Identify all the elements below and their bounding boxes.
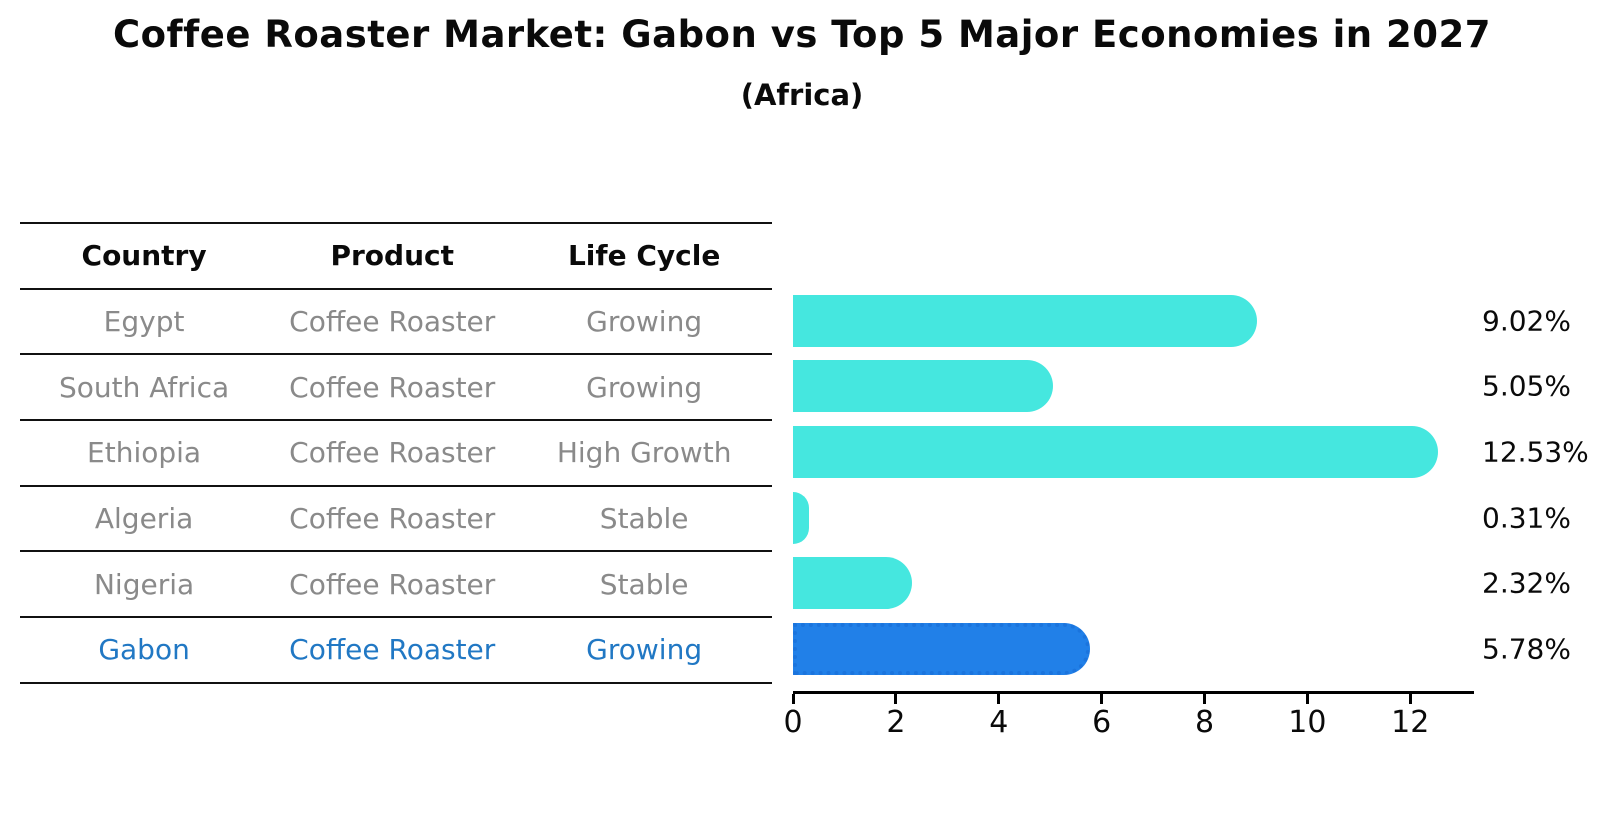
x-tick-8: 8 <box>1165 694 1245 739</box>
tick-mark <box>894 694 898 704</box>
country-cell: South Africa <box>59 370 230 404</box>
table-row-south-africa: South Africa Coffee Roaster Growing <box>20 355 772 422</box>
table-row-nigeria: Nigeria Coffee Roaster Stable <box>20 552 772 619</box>
life-cycle-cell: Stable <box>599 502 689 536</box>
chart-title: Coffee Roaster Market: Gabon vs Top 5 Ma… <box>112 13 1491 56</box>
tick-mark <box>1305 694 1309 704</box>
value-label-south-africa: 5.05% <box>1482 369 1571 403</box>
table-row-algeria: Algeria Coffee Roaster Stable <box>20 487 772 553</box>
table-header-row: Country Product Life Cycle <box>20 224 772 290</box>
life-cycle-cell: Stable <box>599 567 689 601</box>
x-tick-4: 4 <box>959 694 1039 739</box>
bar-nigeria <box>793 557 913 610</box>
x-tick-10: 10 <box>1267 694 1347 739</box>
bar-ethiopia <box>793 425 1438 478</box>
product-cell: Coffee Roaster <box>289 436 496 470</box>
life-cycle-cell: Growing <box>586 633 703 667</box>
product-cell: Coffee Roaster <box>289 305 496 339</box>
life-cycle-cell: Growing <box>586 370 703 404</box>
value-label-nigeria: 2.32% <box>1482 566 1571 600</box>
country-cell: Algeria <box>94 502 194 536</box>
country-cell: Egypt <box>103 305 185 339</box>
col-header-product: Product <box>330 239 454 273</box>
life-cycle-cell: Growing <box>586 305 703 339</box>
country-cell: Ethiopia <box>87 436 202 470</box>
x-tick-0: 0 <box>753 694 833 739</box>
country-cell: Gabon <box>98 633 190 667</box>
product-cell: Coffee Roaster <box>289 633 496 667</box>
value-label-algeria: 0.31% <box>1482 501 1571 535</box>
tick-mark <box>791 694 795 704</box>
product-cell: Coffee Roaster <box>289 567 496 601</box>
tick-label: 6 <box>1092 705 1112 740</box>
chart-subtitle: (Africa) <box>740 78 864 112</box>
value-label-ethiopia: 12.53% <box>1482 435 1589 469</box>
country-cell: Nigeria <box>93 567 195 601</box>
life-cycle-cell: High Growth <box>556 436 732 470</box>
x-tick-12: 12 <box>1370 694 1450 739</box>
product-cell: Coffee Roaster <box>289 370 496 404</box>
table-row-ethiopia: Ethiopia Coffee Roaster High Growth <box>20 421 772 487</box>
x-tick-2: 2 <box>856 694 936 739</box>
x-tick-6: 6 <box>1062 694 1142 739</box>
bar-south-africa <box>793 360 1053 413</box>
tick-label: 0 <box>783 705 803 740</box>
tick-label: 2 <box>886 705 906 740</box>
col-header-country: Country <box>81 239 207 273</box>
country-table: Country Product Life Cycle Egypt Coffee … <box>20 222 772 684</box>
table-row-gabon: Gabon Coffee Roaster Growing <box>20 618 772 684</box>
bar-gabon <box>793 623 1091 676</box>
product-cell: Coffee Roaster <box>289 502 496 536</box>
value-label-egypt: 9.02% <box>1482 304 1571 338</box>
tick-mark <box>1203 694 1206 704</box>
tick-label: 10 <box>1288 705 1327 740</box>
value-label-gabon: 5.78% <box>1482 632 1571 666</box>
bar-algeria <box>793 491 809 544</box>
x-axis-line <box>793 691 1474 694</box>
bar-egypt <box>793 294 1257 347</box>
tick-label: 8 <box>1194 705 1215 740</box>
tick-mark <box>997 694 1001 704</box>
tick-label: 4 <box>989 705 1009 740</box>
tick-mark <box>1408 694 1412 704</box>
table-row-egypt: Egypt Coffee Roaster Growing <box>20 290 772 356</box>
col-header-life-cycle: Life Cycle <box>567 239 721 273</box>
tick-mark <box>1100 694 1104 704</box>
tick-label: 12 <box>1391 705 1430 740</box>
